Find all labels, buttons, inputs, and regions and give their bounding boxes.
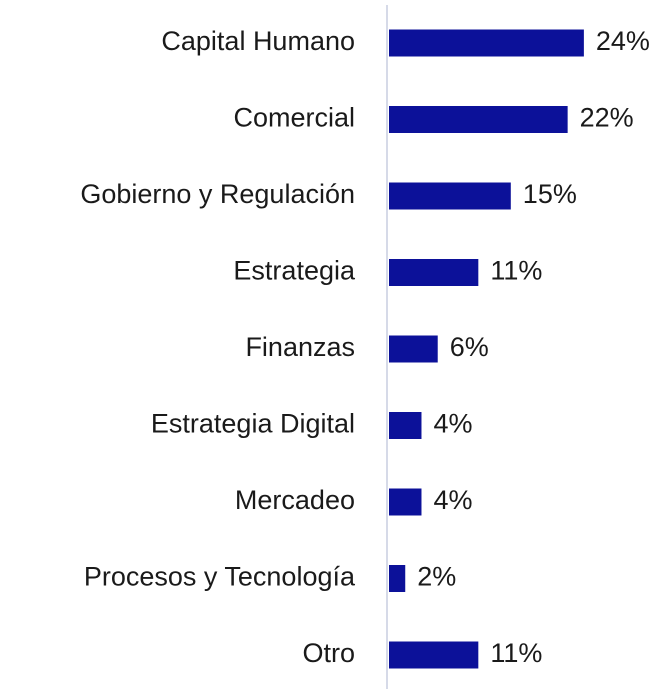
value-label: 11%: [490, 256, 542, 286]
category-label: Finanzas: [245, 332, 355, 362]
value-label: 11%: [490, 638, 542, 668]
category-label: Otro: [302, 638, 355, 668]
bar: [389, 29, 584, 57]
category-label: Comercial: [233, 103, 355, 133]
category-label: Capital Humano: [161, 26, 355, 56]
value-label: 2%: [417, 562, 456, 592]
category-label: Estrategia Digital: [151, 409, 355, 439]
bar: [389, 106, 568, 133]
category-label: Gobierno y Regulación: [80, 179, 355, 209]
bar: [389, 412, 422, 439]
category-label: Estrategia: [233, 256, 356, 286]
value-label: 24%: [596, 26, 650, 56]
bar: [389, 565, 406, 592]
value-label: 6%: [450, 332, 489, 362]
value-label: 4%: [433, 485, 472, 515]
value-label: 4%: [433, 409, 472, 439]
value-label: 22%: [580, 103, 634, 133]
category-label: Mercadeo: [235, 485, 355, 515]
bar: [389, 182, 511, 210]
bar: [389, 259, 479, 286]
bar: [389, 335, 438, 363]
bar: [389, 488, 422, 516]
value-label: 15%: [523, 179, 577, 209]
bar: [389, 641, 479, 669]
category-label: Procesos y Tecnología: [84, 562, 356, 592]
